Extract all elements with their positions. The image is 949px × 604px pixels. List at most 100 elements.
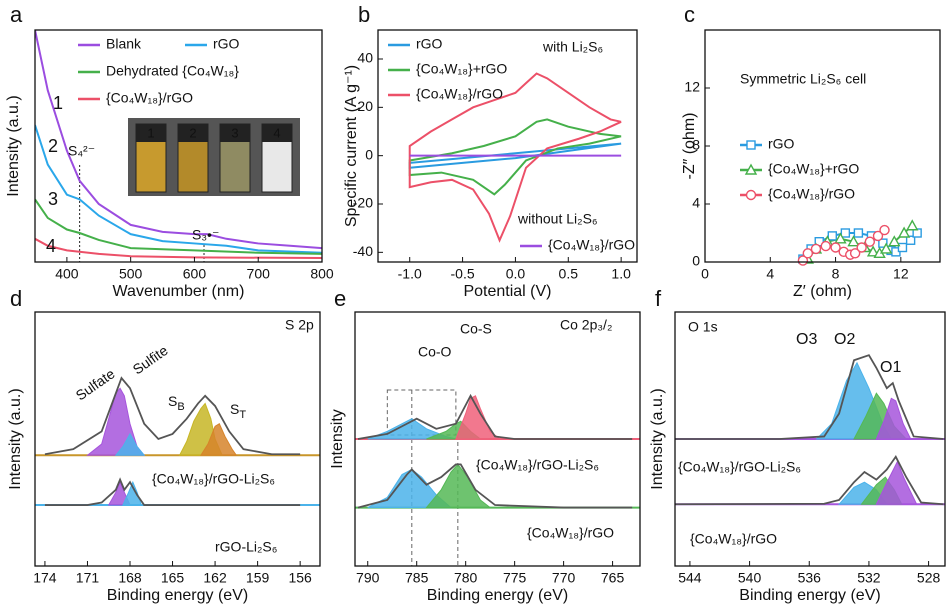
component-peak (875, 397, 912, 440)
curve (44, 376, 301, 456)
annotation: {Co₄W₁₈}/rGO-Li₂S₆ (152, 471, 275, 487)
annotation: ST (230, 401, 246, 421)
annotation: with Li₂S₆ (542, 39, 603, 55)
vial-label: 2 (189, 125, 196, 140)
y-axis-label: -Z″ (ohm) (681, 113, 698, 180)
y-tick-label: 0 (365, 146, 373, 162)
x-axis-label: Binding energy (eV) (427, 587, 568, 604)
legend-label: {Co₄W₁₈}/rGO (416, 86, 503, 102)
plot-frame (34, 311, 321, 567)
annotation: Sulfite (130, 342, 171, 378)
annotation-sub: T (239, 409, 246, 421)
x-tick-label: 1.0 (611, 266, 631, 282)
x-tick-label: 174 (33, 570, 57, 586)
annotation-text: S (168, 393, 177, 409)
legend-label: {Co₄W₁₈}/rGO (768, 186, 855, 202)
x-tick-label: 162 (203, 570, 227, 586)
x-tick-label: 540 (738, 570, 762, 586)
x-tick-label: 600 (183, 266, 207, 282)
component-peak (114, 432, 146, 456)
x-tick-label: 785 (405, 570, 429, 586)
marker (864, 236, 876, 247)
x-tick-label: 0 (701, 266, 709, 282)
component-peak (875, 460, 918, 505)
x-tick-label: 0.5 (559, 266, 579, 282)
marker (905, 235, 916, 245)
x-tick-label: 528 (917, 570, 941, 586)
y-tick-label: -40 (353, 243, 373, 259)
plot-frame (674, 311, 946, 567)
y-axis-label: Intensity (329, 409, 346, 469)
legend-label: {Co₄W₁₈}+rGO (768, 161, 859, 177)
x-axis-label: Binding energy (eV) (107, 587, 248, 604)
x-axis-label: Binding energy (eV) (739, 587, 880, 604)
component-peak (122, 480, 143, 506)
marker (879, 224, 890, 236)
annotation: O 1s (688, 319, 718, 335)
annotation: 1 (53, 93, 63, 113)
vial-cap (262, 124, 292, 142)
plot-area (408, 72, 622, 243)
panel-label: e (334, 286, 346, 311)
marker (830, 242, 841, 253)
annotation: SB (168, 393, 185, 413)
curve (35, 124, 322, 254)
chart-title: Symmetric Li₂S₆ cell (740, 71, 866, 87)
plot-area (355, 389, 640, 566)
x-tick-label: -1.0 (398, 266, 422, 282)
x-tick-label: 700 (247, 266, 271, 282)
y-tick-label: 12 (684, 79, 700, 95)
curve (408, 72, 622, 243)
vial-cap (220, 124, 250, 142)
annotation-text: S (230, 401, 239, 417)
annotation: S₄²⁻ (68, 143, 95, 159)
marker (797, 255, 809, 266)
annotation: Co-O (418, 344, 452, 360)
x-tick-label: 775 (503, 570, 527, 586)
marker (866, 245, 880, 257)
plot-frame (34, 29, 323, 263)
vial-cap (136, 124, 166, 142)
marker (745, 189, 757, 201)
x-tick-label: 165 (161, 570, 185, 586)
y-tick-label: -20 (353, 195, 373, 211)
annotation: O2 (834, 331, 855, 348)
vial-cap (178, 124, 208, 142)
x-tick-label: 12 (893, 266, 909, 282)
x-tick-label: 790 (356, 570, 380, 586)
x-tick-label: 544 (678, 570, 702, 586)
marker (879, 242, 893, 254)
y-tick-label: 8 (692, 137, 700, 153)
y-axis-label: Intensity (a.u.) (7, 388, 24, 489)
legend-label: rGO (768, 136, 795, 152)
x-tick-label: 500 (119, 266, 143, 282)
curve (357, 393, 633, 440)
annotation: Co-S (460, 321, 492, 337)
curve (675, 354, 944, 440)
x-tick-label: 536 (798, 570, 822, 586)
x-tick-label: 168 (118, 570, 142, 586)
marker (856, 242, 867, 253)
panel-label: b (358, 2, 370, 27)
y-tick-label: 4 (692, 195, 700, 211)
marker (834, 232, 847, 244)
marker (872, 230, 884, 242)
legend-label: {Co₄W₁₈}/rGO (548, 237, 635, 253)
annotation: without Li₂S₆ (517, 211, 598, 227)
marker (827, 231, 837, 241)
x-tick-label: 171 (76, 570, 100, 586)
curve (35, 198, 322, 255)
x-tick-label: -0.5 (451, 266, 475, 282)
annotation: {Co₄W₁₈}/rGO-Li₂S₆ (678, 459, 801, 475)
annotation: S₃•⁻ (192, 227, 219, 243)
curve (675, 455, 944, 506)
annotation-sub: B (177, 401, 184, 413)
x-tick-label: 8 (832, 266, 840, 282)
y-axis-label: Intensity (a.u.) (649, 388, 666, 489)
annotation: O1 (880, 359, 901, 376)
marker (744, 163, 758, 175)
legend-label: Blank (106, 36, 142, 52)
panel-label: f (655, 286, 662, 311)
curve (44, 477, 301, 506)
y-tick-label: 40 (357, 50, 373, 66)
